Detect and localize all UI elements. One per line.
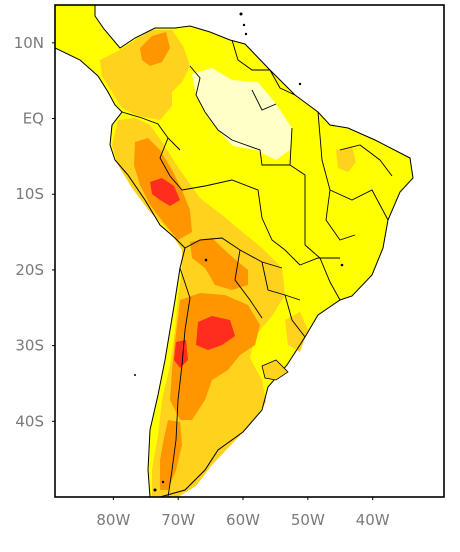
- land-level-highest-peru: [150, 178, 180, 206]
- x-tick-label: 40W: [356, 511, 390, 529]
- axis-ticks: [52, 42, 374, 500]
- x-tick-label: 80W: [96, 511, 130, 529]
- x-tick-label: 50W: [291, 511, 325, 529]
- land-level-mid-north: [100, 30, 190, 120]
- y-tick-label: 30S: [15, 337, 44, 355]
- land-level-lowest: [192, 68, 292, 160]
- y-tick-label: EQ: [23, 110, 44, 128]
- plot-border: [54, 4, 445, 498]
- land-level-high-argentina: [170, 293, 260, 420]
- y-tick-label: 20S: [15, 261, 44, 279]
- x-tick-label: 70W: [161, 511, 195, 529]
- y-tick-label: 40S: [15, 412, 44, 430]
- land-level-high-bolivia: [190, 238, 248, 290]
- map-plot-area: [55, 5, 414, 497]
- land-level-high-colombia: [140, 32, 170, 66]
- land-level-highest-chile: [174, 340, 188, 368]
- country-borders: [121, 39, 393, 497]
- land-level-highest-argentina: [196, 316, 235, 350]
- land-level-mid-east: [336, 146, 356, 172]
- y-tick-label: 10S: [15, 185, 44, 203]
- x-tick-label: 60W: [226, 511, 260, 529]
- axis-labels: 10N EQ 10S 20S 30S 40S 80W 70W 60W 50W 40W: [14, 34, 390, 529]
- rio-de-la-plata: [261, 359, 289, 381]
- y-tick-label: 10N: [14, 34, 44, 52]
- coastline: [55, 5, 414, 497]
- islands: [134, 12, 344, 492]
